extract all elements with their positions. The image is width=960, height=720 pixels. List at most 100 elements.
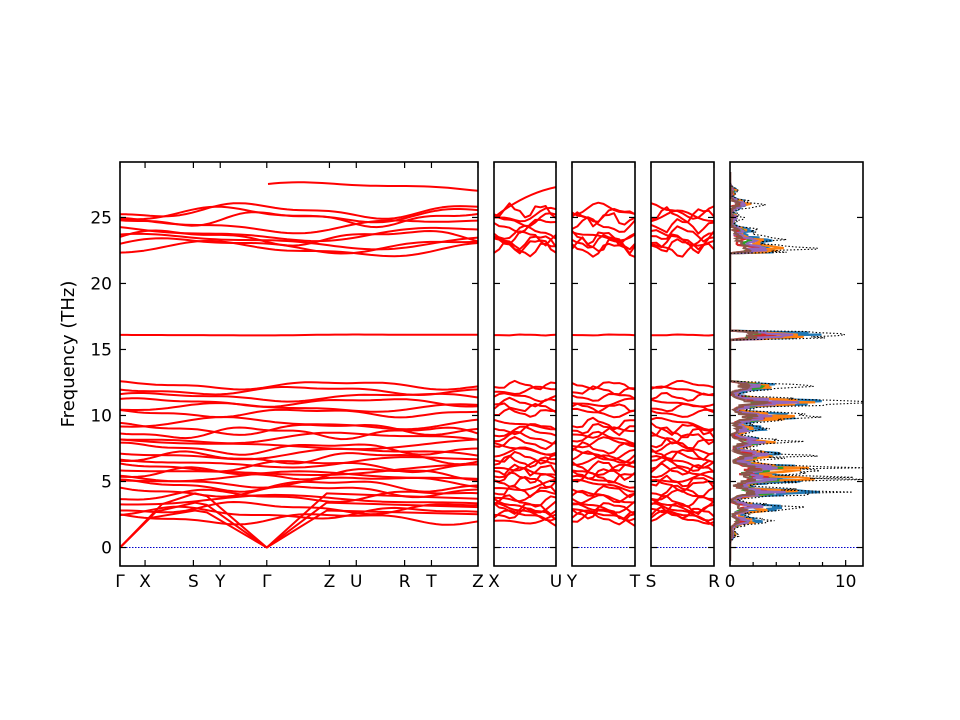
phonon-band bbox=[651, 209, 714, 223]
phonon-band bbox=[494, 206, 556, 223]
y-tick-label: 0 bbox=[101, 539, 112, 559]
phonon-band bbox=[120, 402, 478, 413]
phonon-band bbox=[494, 333, 556, 337]
phonon-band bbox=[494, 485, 556, 498]
phonon-band bbox=[572, 234, 635, 251]
phonon-band bbox=[651, 379, 714, 389]
dos-frame bbox=[729, 161, 864, 567]
acoustic-branch bbox=[651, 502, 714, 522]
x-tick-label: Γ bbox=[262, 572, 272, 592]
x-tick-label: S bbox=[646, 572, 657, 592]
phonon-band bbox=[651, 398, 714, 408]
phonon-band bbox=[651, 333, 714, 337]
phonon-band bbox=[651, 229, 714, 247]
phonon-band bbox=[120, 450, 478, 466]
y-tick-label: 10 bbox=[90, 406, 112, 426]
panel-frame bbox=[493, 161, 557, 567]
phonon-band bbox=[494, 454, 556, 469]
dos-panel: 0 10 bbox=[725, 161, 864, 592]
x-tick-label: Z bbox=[472, 572, 484, 592]
phonon-band bbox=[120, 205, 478, 224]
phonon-band bbox=[572, 512, 635, 526]
total-dos-curve bbox=[730, 172, 863, 561]
phonon-band bbox=[572, 478, 635, 493]
dos-x-tick-label: 10 bbox=[835, 572, 857, 592]
phonon-band bbox=[494, 436, 556, 451]
phonon-band bbox=[651, 505, 714, 520]
phonon-band bbox=[494, 418, 556, 431]
phonon-band bbox=[572, 489, 635, 504]
phonon-band bbox=[494, 463, 556, 477]
x-tick-label: T bbox=[425, 572, 437, 592]
phonon-band bbox=[651, 402, 714, 414]
phonon-band bbox=[572, 468, 635, 481]
x-tick-label: U bbox=[350, 572, 362, 592]
band-lines-1 bbox=[120, 181, 478, 549]
phonon-band bbox=[572, 397, 635, 408]
phonon-band bbox=[651, 385, 714, 396]
phonon-band bbox=[120, 408, 478, 419]
phonon-band bbox=[651, 502, 714, 516]
x-tick-label: R bbox=[399, 572, 411, 592]
phonon-band bbox=[120, 380, 478, 391]
phonon-band bbox=[572, 502, 635, 516]
acoustic-branch bbox=[572, 498, 635, 514]
x-tick-label: R bbox=[708, 572, 720, 592]
phonon-band bbox=[651, 408, 714, 418]
phonon-band bbox=[572, 231, 635, 242]
phonon-band bbox=[120, 447, 478, 461]
phonon-band bbox=[494, 423, 556, 436]
phonon-band bbox=[572, 333, 635, 337]
phonon-band bbox=[494, 430, 556, 445]
phonon-band bbox=[494, 489, 556, 503]
phonon-band bbox=[494, 494, 556, 508]
phonon-band bbox=[651, 441, 714, 456]
phonon-band bbox=[120, 397, 478, 408]
phonon-band bbox=[651, 202, 714, 220]
panel-frame bbox=[571, 161, 636, 567]
phonon-band bbox=[572, 436, 635, 449]
phonon-band bbox=[572, 402, 635, 414]
phonon-band bbox=[572, 216, 635, 233]
phonon-band bbox=[572, 459, 635, 473]
phonon-band bbox=[120, 513, 478, 526]
dos-x-tick-label: 0 bbox=[725, 572, 736, 592]
phonon-band bbox=[651, 479, 714, 493]
phonon-band bbox=[120, 441, 478, 456]
y-axis-label: Frequency (THz) bbox=[58, 281, 79, 428]
phonon-band bbox=[267, 181, 478, 192]
partial-dos-curve bbox=[730, 172, 800, 561]
band-lines-3 bbox=[572, 201, 635, 549]
phonon-band bbox=[494, 230, 556, 247]
x-tick-label: X bbox=[488, 572, 500, 592]
phonon-band bbox=[494, 502, 556, 516]
phonon-band bbox=[651, 484, 714, 498]
x-tick-label: T bbox=[629, 572, 641, 592]
phonon-band bbox=[120, 463, 478, 476]
panel-frame bbox=[650, 161, 715, 567]
phonon-band bbox=[494, 407, 556, 418]
x-tick-label: X bbox=[139, 572, 151, 592]
y-tick-label: 20 bbox=[90, 274, 112, 294]
phonon-band bbox=[120, 470, 478, 483]
x-tick-label: U bbox=[550, 572, 562, 592]
phonon-band bbox=[120, 226, 478, 243]
partial-dos-curve bbox=[730, 172, 769, 561]
phonon-band bbox=[572, 471, 635, 484]
phonon-band bbox=[494, 507, 556, 521]
phonon-band bbox=[651, 431, 714, 446]
phonon-band bbox=[120, 501, 478, 516]
phonon-band bbox=[120, 232, 478, 251]
phonon-band bbox=[572, 430, 635, 445]
phonon-band bbox=[572, 385, 635, 396]
x-tick-label: Y bbox=[566, 572, 578, 592]
phonon-band bbox=[651, 416, 714, 431]
phonon-band bbox=[120, 438, 478, 451]
phonon-band bbox=[651, 474, 714, 489]
phonon-band bbox=[494, 441, 556, 456]
